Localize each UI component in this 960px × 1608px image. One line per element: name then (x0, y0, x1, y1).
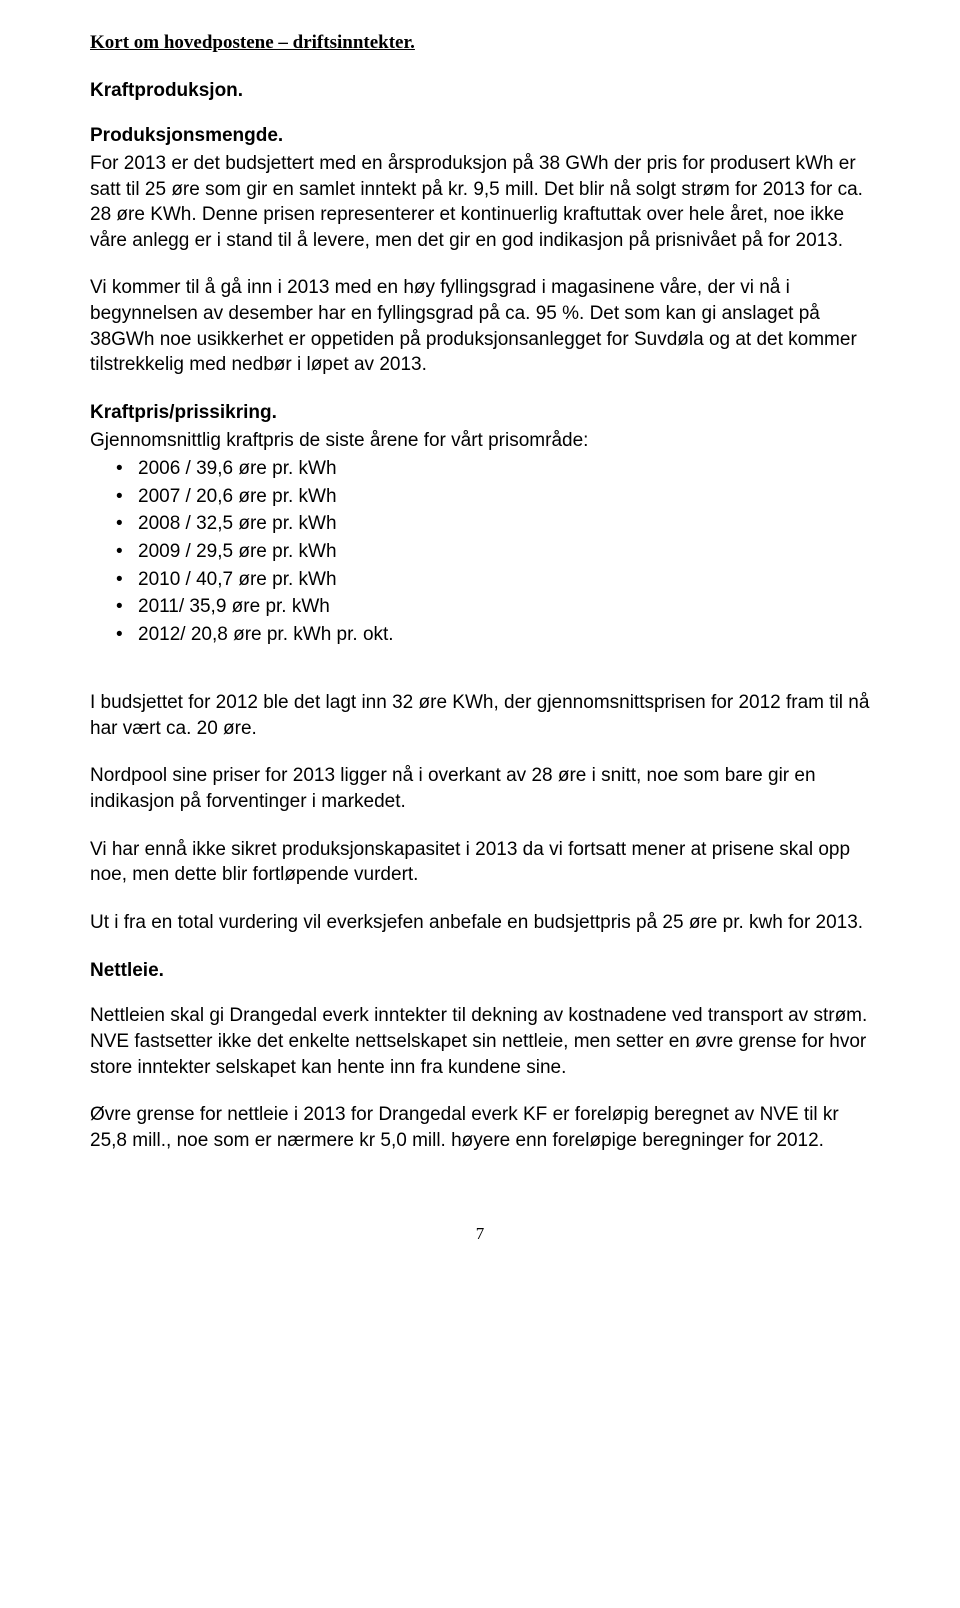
list-item: 2006 / 39,6 øre pr. kWh (116, 455, 870, 483)
list-item: 2008 / 32,5 øre pr. kWh (116, 510, 870, 538)
paragraph: Øvre grense for nettleie i 2013 for Dran… (90, 1102, 870, 1153)
section-produksjonsmengde: Produksjonsmengde. For 2013 er det budsj… (90, 123, 870, 378)
paragraph: Gjennomsnittlig kraftpris de siste årene… (90, 428, 870, 454)
heading-produksjonsmengde: Produksjonsmengde. (90, 123, 870, 149)
heading-kraftpris: Kraftpris/prissikring. (90, 400, 870, 426)
section-kraftproduksjon: Kraftproduksjon. (90, 78, 870, 104)
paragraph: Nordpool sine priser for 2013 ligger nå … (90, 763, 870, 814)
list-item: 2010 / 40,7 øre pr. kWh (116, 566, 870, 594)
section-kraftpris: Kraftpris/prissikring. Gjennomsnittlig k… (90, 400, 870, 936)
price-list: 2006 / 39,6 øre pr. kWh 2007 / 20,6 øre … (90, 455, 870, 648)
paragraph: Ut i fra en total vurdering vil everksje… (90, 910, 870, 936)
paragraph: Nettleien skal gi Drangedal everk inntek… (90, 1003, 870, 1080)
page-number: 7 (90, 1223, 870, 1246)
heading-nettleie: Nettleie. (90, 958, 870, 984)
list-item: 2012/ 20,8 øre pr. kWh pr. okt. (116, 621, 870, 649)
list-item: 2009 / 29,5 øre pr. kWh (116, 538, 870, 566)
list-item: 2007 / 20,6 øre pr. kWh (116, 483, 870, 511)
paragraph: For 2013 er det budsjettert med en årspr… (90, 151, 870, 254)
paragraph: Vi har ennå ikke sikret produksjonskapas… (90, 837, 870, 888)
list-item: 2011/ 35,9 øre pr. kWh (116, 593, 870, 621)
paragraph: I budsjettet for 2012 ble det lagt inn 3… (90, 690, 870, 741)
section-nettleie: Nettleie. Nettleien skal gi Drangedal ev… (90, 958, 870, 1154)
heading-kraftproduksjon: Kraftproduksjon. (90, 78, 870, 104)
page-title: Kort om hovedpostene – driftsinntekter. (90, 30, 870, 56)
paragraph: Vi kommer til å gå inn i 2013 med en høy… (90, 275, 870, 378)
